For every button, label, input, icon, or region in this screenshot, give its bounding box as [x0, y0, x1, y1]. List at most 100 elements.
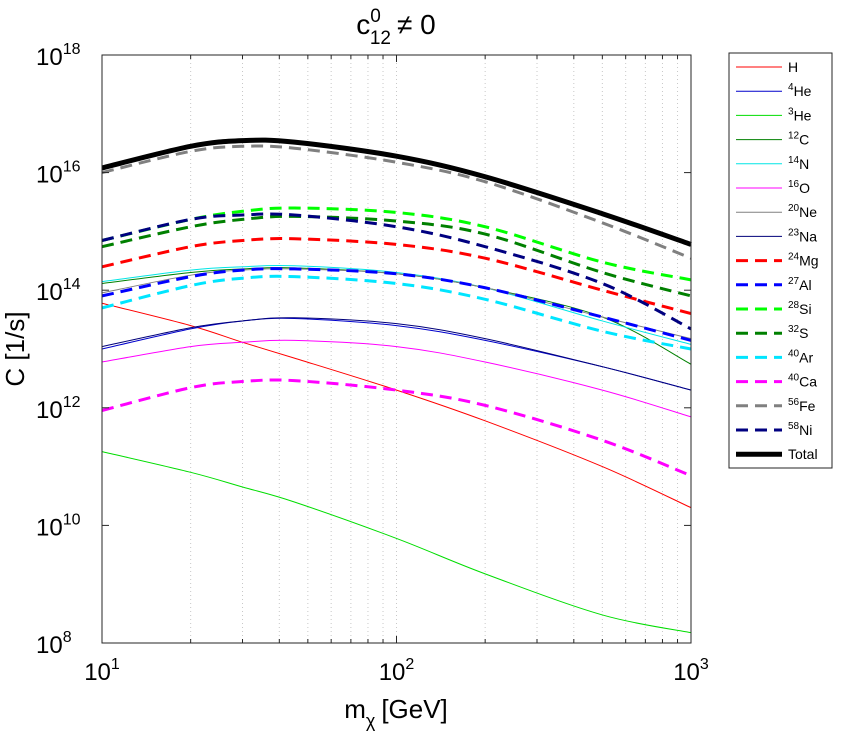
series-group	[101, 137, 692, 634]
legend-label: 24Mg	[788, 252, 819, 269]
legend-mass: 14	[788, 155, 800, 166]
legend-entry: 32S	[736, 324, 808, 341]
legend-element: Ne	[799, 204, 817, 220]
legend-element: O	[799, 180, 810, 196]
legend-element: Ni	[799, 422, 812, 438]
y-tick-label: 1016	[36, 159, 81, 189]
legend-entry: 24Mg	[736, 252, 819, 269]
tick-exponent: 2	[405, 656, 414, 673]
legend-mass: 32	[788, 324, 800, 335]
legend-entry: 23Na	[736, 227, 817, 244]
legend-label: 3He	[788, 106, 812, 123]
legend-element: Total	[788, 446, 818, 462]
legend-element: He	[794, 83, 812, 99]
legend-element: He	[794, 107, 812, 123]
legend-label: 40Ar	[788, 348, 813, 365]
legend-mass: 40	[788, 348, 800, 359]
legend-mass: 28	[788, 300, 800, 311]
chart-title: c0 12 ≠ 0	[356, 6, 435, 49]
tick-exponent: 18	[63, 41, 81, 58]
tick-exponent: 10	[63, 511, 81, 528]
legend-entry: 3He	[736, 106, 812, 123]
series-line-24mg	[101, 237, 692, 316]
legend-entry: 58Ni	[736, 421, 812, 438]
legend-label: 20Ne	[788, 203, 817, 220]
series-line-32s	[101, 214, 692, 298]
legend-mass: 3	[788, 106, 794, 117]
legend-label: 14N	[788, 155, 809, 172]
legend-entry: 12C	[736, 131, 809, 148]
legend-element: Ca	[799, 374, 817, 390]
series-line-3he	[101, 451, 692, 634]
legend-label: 16O	[788, 179, 810, 196]
legend-entry: 16O	[736, 179, 810, 196]
legend-entry: 14N	[736, 155, 809, 172]
series-line-23na	[101, 317, 692, 391]
title-tail: ≠ 0	[397, 9, 436, 40]
legend-mass: 20	[788, 203, 800, 214]
legend-entry: 40Ca	[736, 373, 817, 390]
tick-base: 10	[36, 632, 63, 659]
x-axis-label-unit: [GeV]	[381, 694, 447, 724]
tick-exponent: 12	[63, 394, 81, 411]
tick-exponent: 16	[63, 159, 81, 176]
legend-mass: 24	[788, 252, 800, 263]
tick-base: 10	[84, 659, 111, 686]
legend-label: 28Si	[788, 300, 812, 317]
series-line-14n	[101, 264, 692, 345]
legend-entry: 40Ar	[736, 348, 813, 365]
y-tick-label: 1014	[36, 276, 81, 306]
series-line-58ni	[101, 212, 692, 331]
legend-element: Na	[799, 228, 817, 244]
legend-label: 23Na	[788, 227, 817, 244]
ticks	[101, 54, 692, 644]
legend-label: 40Ca	[788, 373, 817, 390]
legend-entry: 27Al	[736, 276, 812, 293]
tick-exponent: 8	[63, 629, 72, 646]
legend: H 4He 3He 12C 14N 16O 20Ne 23Na 24Mg 27Al 28Si 32S 4…	[728, 52, 833, 469]
legend-label: 32S	[788, 324, 808, 341]
legend-entry: H	[736, 59, 798, 75]
x-tick-label: 101	[84, 656, 120, 686]
tick-base: 10	[36, 162, 63, 189]
legend-element: Si	[799, 301, 811, 317]
x-axis-label-sub: χ	[366, 711, 376, 731]
x-tick-label: 103	[673, 656, 709, 686]
legend-label: 4He	[788, 82, 812, 99]
legend-element: Ar	[799, 349, 813, 365]
title-main: c	[356, 9, 370, 40]
legend-mass: 16	[788, 179, 800, 190]
legend-entry: 4He	[736, 82, 812, 99]
y-tick-label: 1010	[36, 511, 81, 541]
legend-mass: 27	[788, 276, 800, 287]
y-axis-label: C [1/s]	[0, 311, 30, 386]
legend-label: 56Fe	[788, 397, 816, 414]
series-line-40ca	[101, 378, 692, 478]
series-line-27al	[101, 267, 692, 342]
title-sup: 0	[370, 6, 381, 27]
legend-label: H	[788, 59, 798, 75]
y-tick-label: 1012	[36, 394, 81, 424]
legend-label: 12C	[788, 131, 809, 148]
tick-exponent: 1	[111, 656, 120, 673]
legend-mass: 12	[788, 131, 800, 142]
legend-element: Fe	[799, 398, 816, 414]
series-line-56fe	[101, 144, 692, 260]
legend-mass: 58	[788, 421, 800, 432]
legend-element: N	[799, 156, 809, 172]
legend-label: Total	[788, 446, 818, 462]
legend-element: Mg	[799, 253, 818, 269]
x-axis-label-main: m	[344, 694, 366, 724]
legend-label: 58Ni	[788, 421, 812, 438]
legend-entry: 20Ne	[736, 203, 817, 220]
tick-base: 10	[36, 44, 63, 71]
tick-base: 10	[36, 397, 63, 424]
tick-base: 10	[36, 514, 63, 541]
x-axis-label: mχ [GeV]	[344, 694, 448, 731]
series-line-40ar	[101, 274, 692, 351]
y-tick-label: 1018	[36, 41, 81, 71]
tick-base: 10	[673, 659, 700, 686]
tick-exponent: 3	[700, 656, 709, 673]
legend-element: S	[799, 325, 808, 341]
legend-mass: 56	[788, 397, 800, 408]
